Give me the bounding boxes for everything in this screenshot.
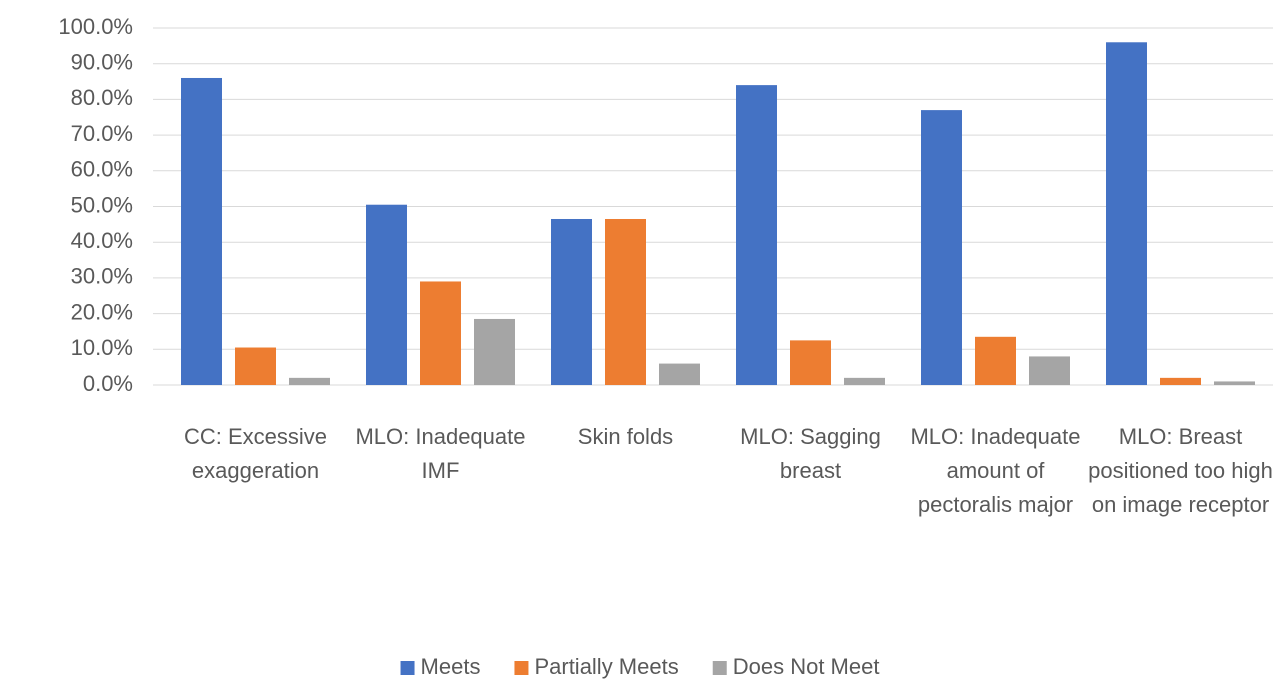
bar <box>605 218 646 385</box>
bar <box>844 377 885 385</box>
y-tick-label: 0.0% <box>83 371 133 396</box>
legend-label: Does Not Meet <box>733 654 880 679</box>
bar <box>1029 356 1070 385</box>
y-tick-label: 80.0% <box>71 85 133 110</box>
x-tick-label: MLO: Breast positioned too high on image… <box>1088 424 1273 517</box>
bar <box>420 281 461 385</box>
legend-swatch <box>400 661 415 675</box>
y-tick-label: 60.0% <box>71 157 133 182</box>
y-tick-label: 20.0% <box>71 299 133 324</box>
x-tick-label: MLO: Inadequate IMF <box>355 424 526 483</box>
y-tick-label: 90.0% <box>71 50 133 75</box>
y-tick-label: 10.0% <box>71 335 133 360</box>
bar <box>790 340 831 385</box>
y-tick-label: 40.0% <box>71 228 133 253</box>
bar <box>975 336 1016 385</box>
bar <box>289 377 330 385</box>
x-tick-label: MLO: Inadequate amount of pectoralis maj… <box>910 424 1081 517</box>
bar <box>551 218 592 385</box>
bar <box>1106 42 1147 385</box>
legend-label: Partially Meets <box>534 654 678 679</box>
bar <box>1160 377 1201 385</box>
bar <box>921 110 962 386</box>
bar <box>474 318 515 385</box>
bar <box>1214 381 1255 385</box>
x-tick-label: CC: Excessive exaggeration <box>183 424 328 483</box>
bar <box>659 363 700 385</box>
legend-swatch <box>712 661 727 675</box>
x-tick-label: Skin folds <box>577 424 674 449</box>
x-tick-label: MLO: Sagging breast <box>740 424 881 483</box>
legend-label: Meets <box>421 654 481 679</box>
bar <box>235 347 276 385</box>
y-tick-label: 50.0% <box>71 192 133 217</box>
y-tick-label: 70.0% <box>71 121 133 146</box>
y-tick-label: 100.0% <box>58 14 133 39</box>
y-tick-label: 30.0% <box>71 264 133 289</box>
bar <box>181 77 222 385</box>
bar <box>736 85 777 386</box>
bar <box>366 204 407 385</box>
legend-swatch <box>514 661 529 675</box>
